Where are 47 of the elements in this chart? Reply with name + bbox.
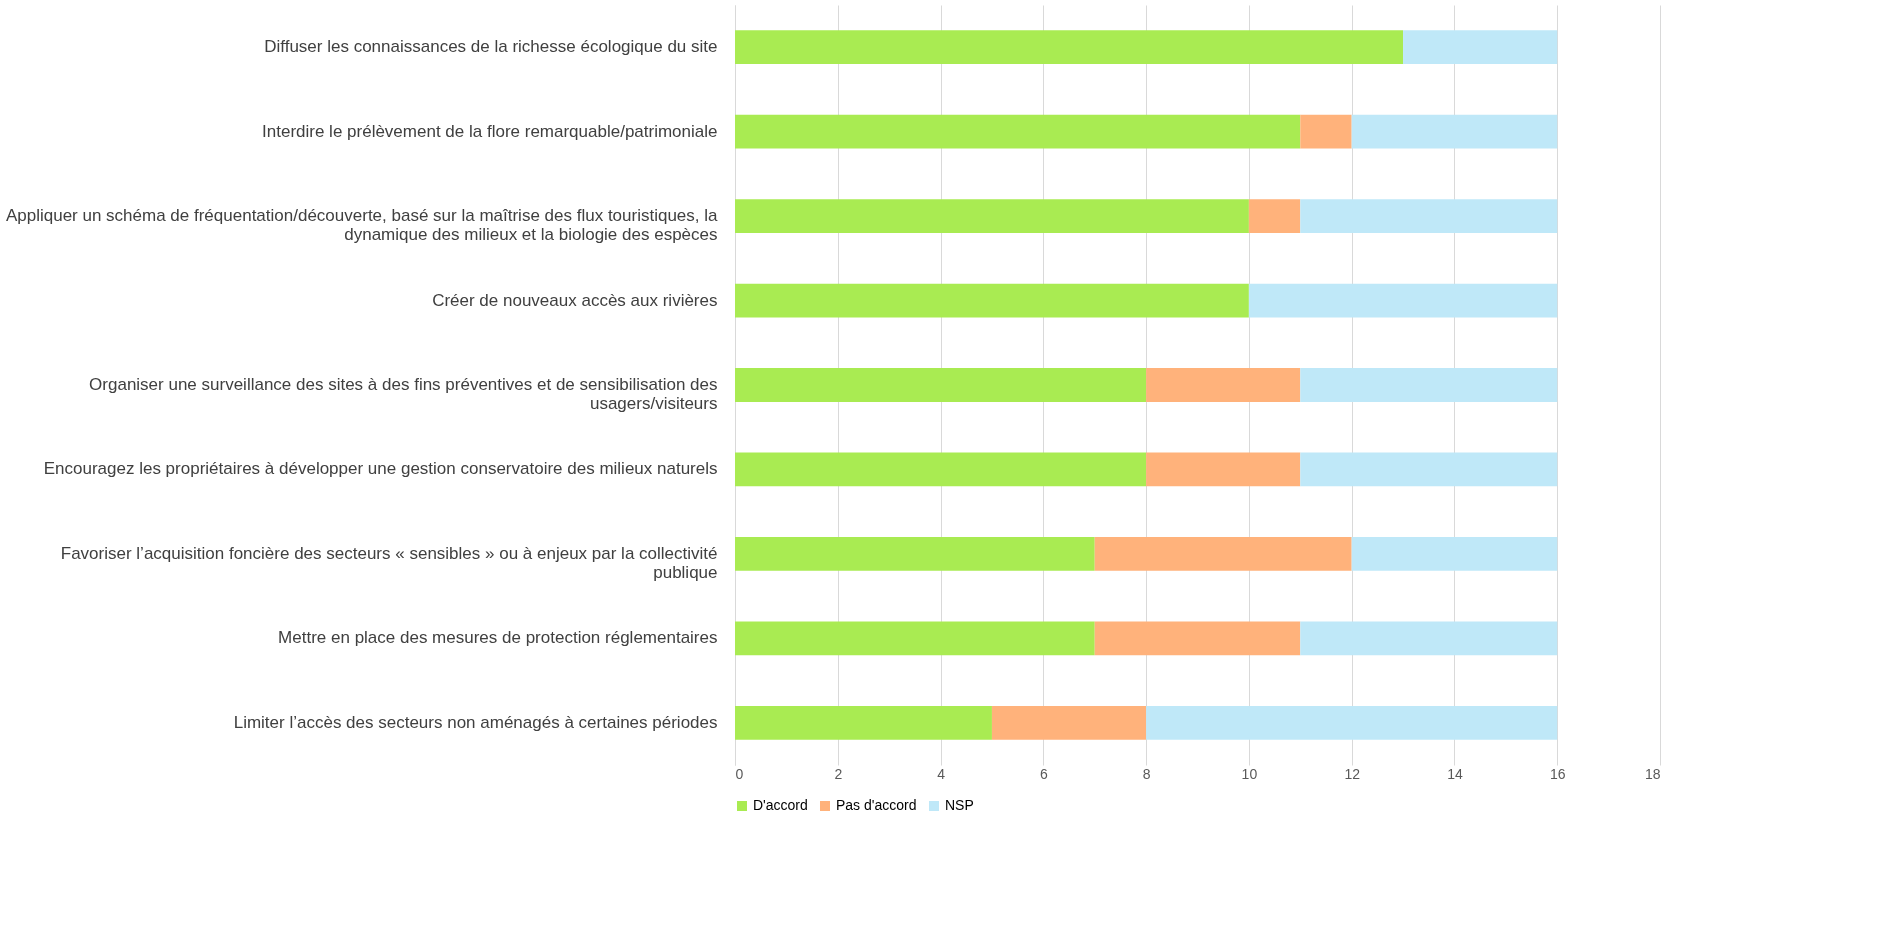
x-tick-label: 8 [1142,765,1151,782]
y-tick-label: Limiter l’accès des secteurs non aménagés à certaines périodes [233,712,718,732]
bar [991,705,1147,740]
bar [1351,537,1558,571]
bar [1403,30,1558,65]
bar [1351,114,1558,149]
bar [735,621,1095,656]
y-tick-label: Mettre en place des mesures de protection réglementaires [278,628,718,648]
bar [735,30,1404,65]
y-tick-label: Encouragez les propriétaires à développer une gestion conservatoire des milieux naturels [43,459,718,479]
y-tick-label: Diffuser les connaissances de la richesse écologique du site [264,37,718,57]
x-tick-label: 12 [1344,765,1361,782]
x-tick-label: 14 [1447,765,1463,782]
bar [1094,621,1301,656]
x-tick-label: 4 [937,765,946,782]
x-tick-label: 0 [735,765,744,782]
y-tick-label: Interdire le prélèvement de la flore remarquable/patrimoniale [262,121,718,141]
bar [735,199,1249,233]
bar [735,705,992,740]
legend-label: D'accord [753,797,808,813]
x-tick-label: 16 [1549,765,1566,782]
x-tick-label: 18 [1644,765,1661,782]
bar [1300,452,1558,487]
y-tick-label: Créer de nouveaux accès aux rivières [432,290,718,310]
y-tick-label: Organiser une surveillance des sites à des fins préventives et de sensibilisation des usagers/visiteurs [89,375,718,413]
bar [1146,705,1558,740]
x-tick-label: 10 [1241,765,1258,782]
bar [735,452,1147,487]
bar [735,368,1147,402]
bar [735,283,1249,318]
bar [1146,452,1301,487]
bar [1300,368,1558,402]
bar [1248,199,1301,233]
y-tick-label: Appliquer un schéma de fréquentation/découverte, basé sur la maîtrise des flux touristiques, la dynamique des milieux et la biologie des espèces [5,206,719,245]
legend-label: NSP [945,797,974,813]
bar [735,114,1301,149]
y-tick-label: Favoriser l’acquisition foncière des secteurs « sensibles » ou à enjeux par la collectivité publique [60,543,718,582]
bar [1300,199,1558,233]
x-tick-label: 6 [1039,765,1048,782]
bar [1248,283,1558,318]
bar [1300,621,1558,656]
bar [1094,537,1352,571]
bar [1300,114,1352,149]
bar [1146,368,1301,402]
x-tick-label: 2 [834,765,843,782]
bar [735,537,1095,571]
legend-label: Pas d'accord [836,797,917,813]
